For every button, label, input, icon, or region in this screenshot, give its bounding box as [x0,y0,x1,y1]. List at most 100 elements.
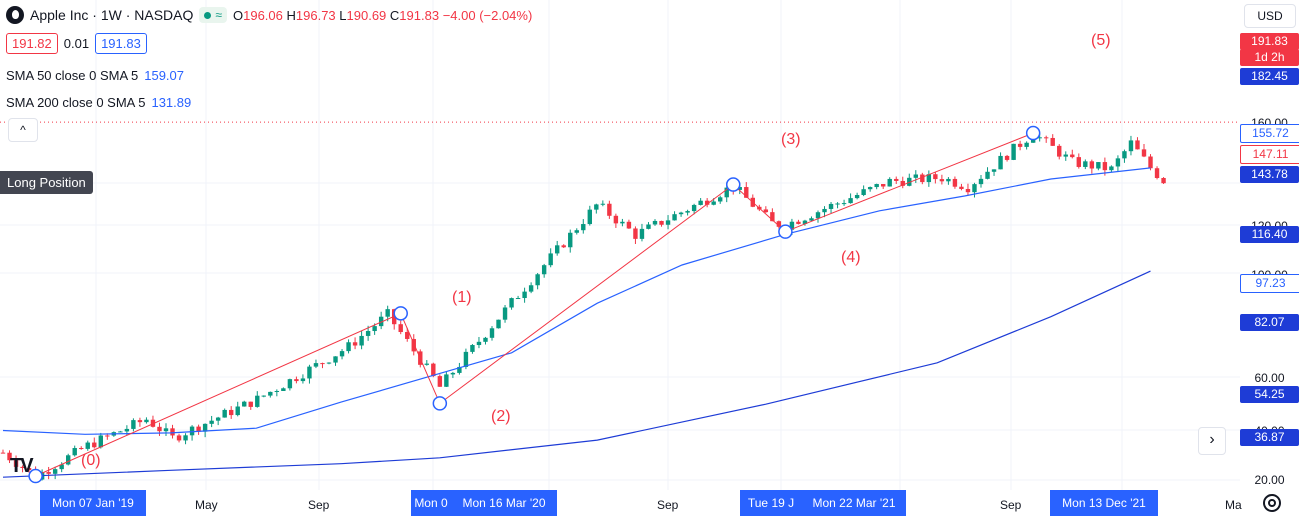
candle-up [72,448,77,456]
candle-up [555,245,560,254]
candle-up [887,178,892,187]
candle-up [496,319,501,329]
candle-down [1057,145,1062,157]
time-highlight: Mon 13 Dec '21 [1050,490,1158,516]
candle-up [574,230,579,233]
candle-down [1004,155,1010,160]
time-axis[interactable]: May Sep Sep Sep Ma Mon 07 Jan '19 Mon 0 … [0,490,1242,518]
candle-down [105,435,110,437]
price-tick: 60.00 [1254,371,1285,385]
scroll-to-realtime-button[interactable]: › [1198,427,1226,455]
candle-up [815,212,821,219]
candle-up [52,469,58,474]
time-highlight: Tue 19 J [740,490,802,516]
candle-up [66,455,71,465]
candle-up [685,211,690,213]
low-value: 190.69 [346,7,387,23]
candle-up [444,374,449,387]
wave-label-1: (1) [452,289,472,306]
candle-up [255,395,260,407]
candle-up [600,203,606,205]
close-value: 191.83 [399,7,440,23]
candle-up [672,214,677,221]
candle-up [131,420,136,429]
candle-up [926,174,932,183]
candle-up [268,391,273,396]
wave-point-marker [432,396,448,411]
settings-gear-icon[interactable] [1263,494,1281,512]
spread-value: 0.01 [63,36,90,51]
candle-up [515,298,521,300]
time-tick: Sep [657,498,679,512]
candle-down [320,363,325,365]
wave-label-3: (3) [781,131,801,148]
candle-down [1017,143,1023,147]
candle-down [1154,168,1160,179]
currency-button[interactable]: USD [1244,4,1296,28]
candle-down [1148,156,1153,169]
candle-up [828,203,834,209]
candle-up [189,426,195,436]
candle-up [163,428,169,432]
candle-up [287,379,293,389]
wave-point-marker [28,468,43,484]
candle-up [144,419,149,423]
candle-down [176,435,182,441]
candle-up [326,362,332,364]
candle-up [998,155,1003,170]
candle-up [489,328,495,338]
candle-up [476,341,482,346]
elliott-wave-line [35,132,1034,477]
sell-button[interactable]: 191.82 [6,33,58,54]
ohlc-values: O196.06 H196.73 L190.69 C191.83 −4.00 (−… [232,7,533,23]
candle-up [867,187,873,190]
candle-down [137,420,143,423]
candle-up [678,212,684,215]
wave0-price-tag: 36.87 [1240,429,1299,446]
candle-up [222,409,227,418]
candle-up [646,224,651,229]
time-highlight: Mon 07 Jan '19 [40,490,146,516]
candle-up [450,372,456,375]
candle-down [633,228,638,239]
collapse-legend-button[interactable]: ^ [8,118,38,142]
time-tick: Sep [1000,498,1022,512]
candle-up [307,366,312,379]
candle-up [183,435,188,441]
candle-down [352,342,358,346]
candle-up [1037,137,1042,139]
sma200-label: SMA 200 close 0 SMA 5 [6,95,146,110]
buy-button[interactable]: 191.83 [95,33,147,54]
long-position-label[interactable]: Long Position [0,171,93,194]
candle-up [463,351,469,367]
candle-up [385,309,390,317]
time-highlight: Mon 16 Mar '20 [451,490,557,516]
candle-up [457,366,462,373]
wave-point-marker [1025,125,1041,141]
wave-label-5: (5) [1091,32,1111,49]
candle-down [1044,137,1049,139]
candle-up [215,417,221,421]
candle-down [20,466,25,468]
candle-up [587,209,592,225]
candle-up [313,363,319,367]
candle-up [209,420,214,424]
candle-down [952,178,958,187]
candle-down [196,426,201,432]
candle-up [972,184,977,193]
candle-up [541,265,547,275]
candle-down [613,215,619,224]
symbol-title[interactable]: Apple Inc · 1W · NASDAQ [30,7,194,23]
sma50-legend[interactable]: SMA 50 close 0 SMA 5 159.07 [6,68,184,83]
wave-label-2: (2) [491,408,511,425]
sma200-legend[interactable]: SMA 200 close 0 SMA 5 131.89 [6,95,191,110]
candle-up [913,174,918,178]
wave-label-0: (0) [81,452,101,469]
candle-down [776,221,782,227]
wave-point-marker [725,177,741,192]
market-status-pill[interactable]: ≈ [199,7,227,23]
price-chart[interactable] [0,0,1240,490]
candle-up [861,189,866,196]
candle-down [796,221,801,224]
candle-up [691,204,697,212]
